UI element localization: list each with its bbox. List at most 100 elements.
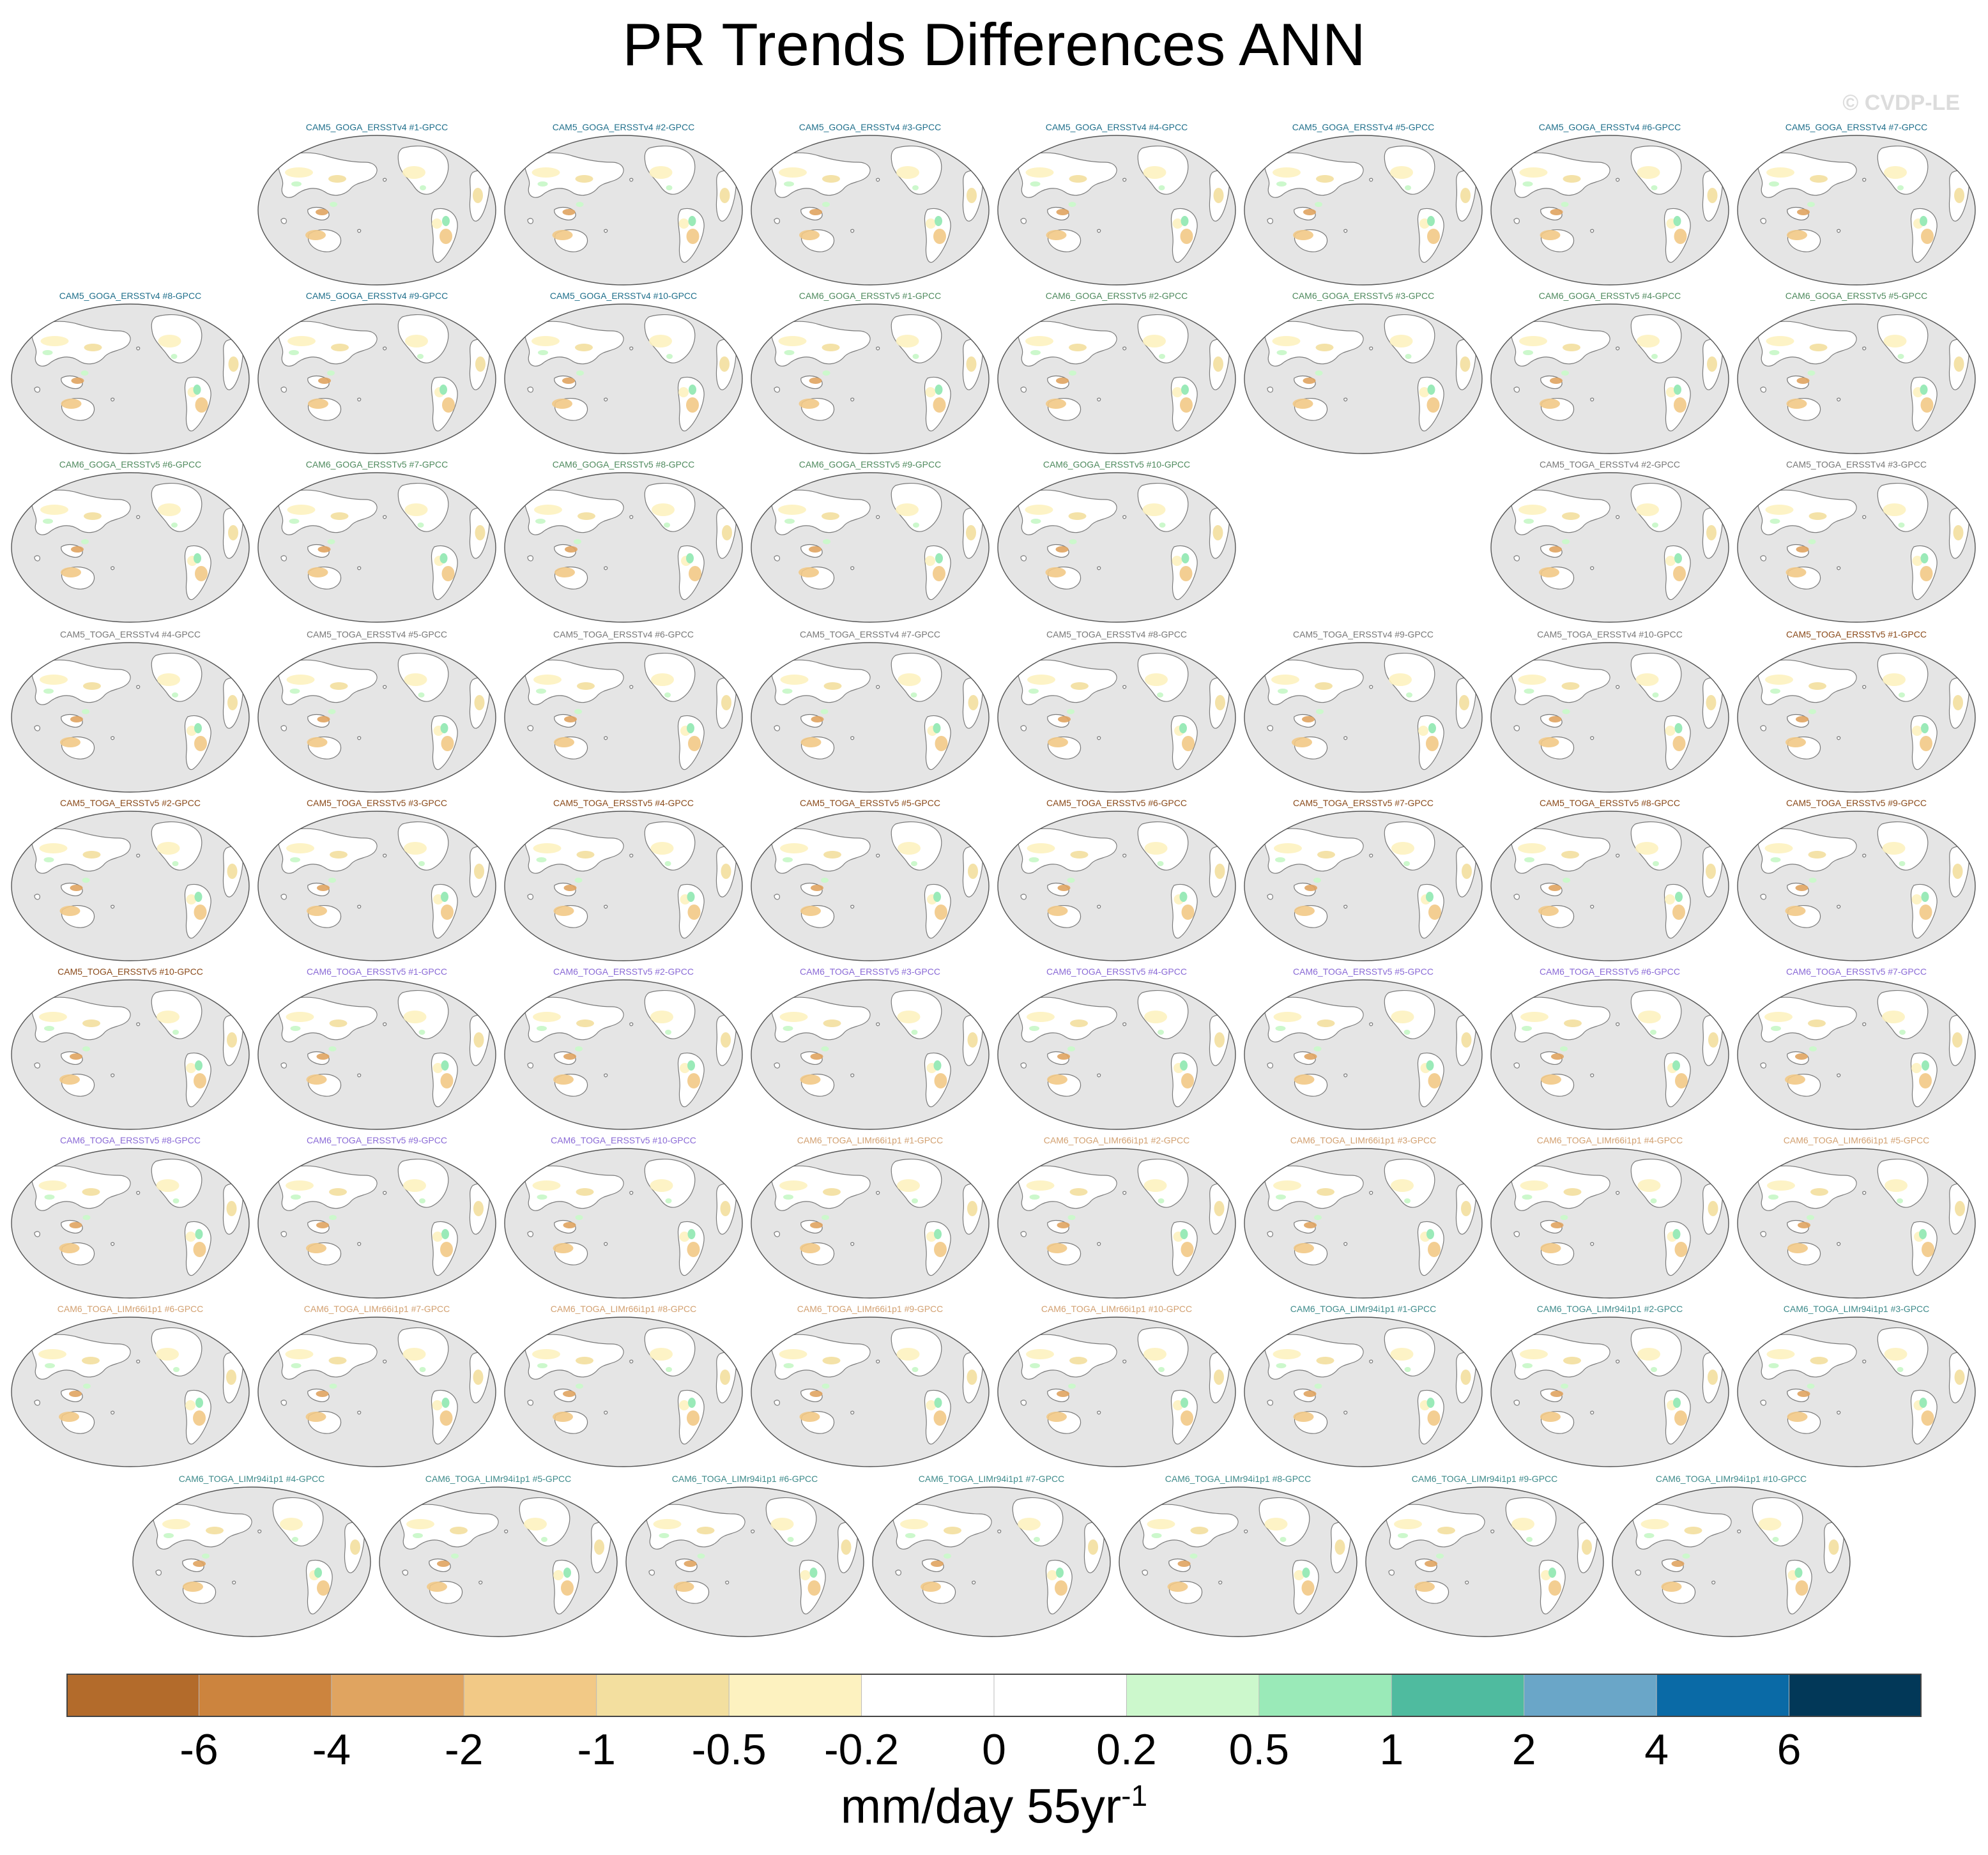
world-map (751, 1317, 990, 1467)
dry-trend-patch (38, 1180, 67, 1191)
wet-trend-patch (82, 1046, 90, 1051)
dry-trend-patch (1214, 1201, 1225, 1216)
dry-trend-patch (1292, 737, 1312, 747)
wet-trend-patch (784, 350, 795, 355)
dry-trend-patch (678, 218, 689, 229)
wet-trend-patch (43, 689, 54, 694)
land-mass (278, 996, 378, 1042)
dry-trend-patch (1671, 1561, 1685, 1567)
dry-trend-patch (1460, 356, 1471, 372)
land-mass (213, 989, 229, 1000)
colorbar-swatch (1656, 1674, 1790, 1717)
dry-trend-patch (1766, 167, 1794, 178)
dry-trend-patch (1563, 175, 1581, 183)
land-mass (1018, 152, 1117, 198)
dry-trend-patch (1785, 1074, 1805, 1085)
land-mass (604, 736, 608, 740)
land-mass (280, 555, 287, 561)
land-mass (1142, 1569, 1148, 1576)
dry-trend-patch (1294, 1074, 1315, 1085)
dry-trend-patch (780, 843, 808, 853)
land-mass (1369, 685, 1373, 689)
dry-trend-patch (594, 1539, 604, 1555)
map-border (257, 642, 496, 793)
dry-trend-patch (1027, 1012, 1055, 1022)
land-mass (774, 1062, 780, 1069)
dry-trend-patch (650, 1348, 673, 1361)
dry-trend-patch (1706, 864, 1716, 879)
wet-trend-patch (1524, 689, 1534, 694)
dry-trend-patch (721, 695, 731, 710)
dry-trend-patch (1142, 503, 1166, 516)
dry-trend-patch (896, 335, 919, 347)
dry-trend-patch (1294, 1570, 1304, 1580)
map-border (751, 472, 990, 623)
dry-trend-patch (1271, 675, 1299, 685)
dry-trend-patch (328, 175, 346, 183)
dry-trend-patch (1181, 1410, 1193, 1426)
panel-title: CAM5_TOGA_ERSSTv5 #4-GPCC (553, 798, 694, 808)
wet-trend-patch (1315, 202, 1322, 207)
land-mass (629, 346, 634, 351)
dry-trend-patch (1884, 166, 1907, 179)
land-mass (1465, 1580, 1469, 1585)
world-map (1612, 1486, 1851, 1637)
land-mass (459, 989, 475, 1000)
wet-trend-patch (697, 1553, 705, 1559)
dry-trend-patch (722, 525, 732, 540)
dry-trend-patch (553, 1412, 573, 1422)
wet-trend-patch (1644, 1533, 1655, 1538)
map-border (997, 303, 1236, 454)
dry-trend-patch (779, 1180, 807, 1191)
dry-trend-patch (317, 885, 330, 891)
colorbar-tick-label: 0.2 (1096, 1725, 1157, 1774)
dry-trend-patch (1293, 230, 1313, 240)
map-panel: CAM6_TOGA_ERSSTv5 #9-GPCC (256, 1134, 498, 1299)
map-border (1244, 303, 1483, 454)
dry-trend-patch (719, 356, 730, 372)
land-mass (1369, 178, 1373, 182)
land-mass (1814, 1496, 1830, 1508)
land-mass (774, 894, 780, 900)
wet-trend-patch (1428, 723, 1436, 733)
dry-trend-patch (967, 1370, 977, 1385)
dry-trend-patch (1912, 556, 1923, 566)
dry-trend-patch (82, 1188, 100, 1196)
dry-trend-patch (1810, 1357, 1828, 1364)
wet-trend-patch (541, 1537, 547, 1542)
dry-trend-patch (1582, 1539, 1592, 1555)
map-border (11, 979, 250, 1130)
wet-trend-patch (329, 1215, 337, 1220)
land-mass (31, 489, 131, 535)
wet-trend-patch (1560, 1215, 1568, 1220)
dry-trend-patch (185, 1232, 196, 1242)
dry-trend-patch (811, 716, 824, 722)
map-panel: CAM6_TOGA_LIMr66i1p1 #6-GPCC (9, 1303, 252, 1468)
land-mass (1097, 736, 1101, 740)
wet-trend-patch (418, 692, 425, 698)
map-panel: CAM6_TOGA_LIMr94i1p1 #10-GPCC (1610, 1473, 1853, 1638)
dry-trend-patch (1519, 336, 1547, 346)
dry-trend-patch (720, 1201, 731, 1216)
land-mass (1122, 1191, 1127, 1195)
world-map (997, 811, 1236, 961)
land-mass (1711, 1580, 1716, 1585)
land-mass (1616, 1359, 1620, 1364)
wet-trend-patch (1069, 539, 1077, 544)
dry-trend-patch (1179, 566, 1193, 581)
dry-trend-patch (1045, 567, 1066, 577)
dry-trend-patch (1955, 1201, 1965, 1216)
dry-trend-patch (770, 1518, 794, 1531)
wet-trend-patch (42, 350, 53, 355)
wet-trend-patch (1920, 216, 1927, 226)
dry-trend-patch (1304, 1053, 1317, 1060)
dry-trend-patch (1921, 1410, 1934, 1426)
wet-trend-patch (419, 1367, 426, 1372)
dry-trend-patch (810, 1053, 823, 1060)
wet-trend-patch (1772, 1537, 1779, 1542)
dry-trend-patch (1637, 166, 1660, 179)
units-text: mm/day 55yr (840, 1779, 1122, 1834)
map-border (504, 472, 743, 623)
wet-trend-patch (1403, 1030, 1411, 1035)
land-mass (31, 1334, 131, 1380)
